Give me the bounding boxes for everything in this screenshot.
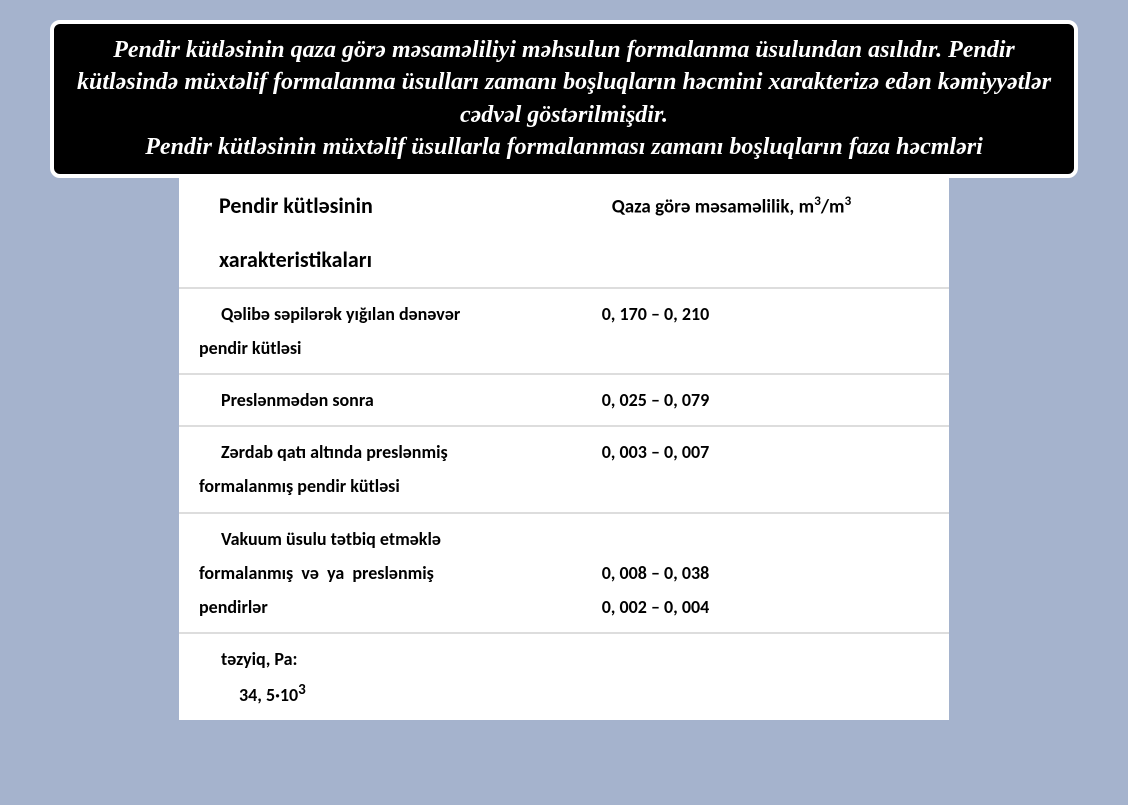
table-cell-left: Zərdab qatı altında preslənmişformalanmı… [179, 426, 572, 512]
table-cell-right: 0, 003 – 0, 007 [572, 426, 949, 512]
table-row: Preslənmədən sonra0, 025 – 0, 079 [179, 374, 949, 426]
table-cell-right: 0, 008 – 0, 0380, 002 – 0, 004 [572, 513, 949, 634]
table-header-right: Qaza görə məsaməlilik, m3/m3 [572, 178, 949, 288]
table-cell-right: 0, 025 – 0, 079 [572, 374, 949, 426]
table-header-left: Pendir kütləsinin xarakteristikaları [179, 178, 572, 288]
table-container: Pendir kütləsinin xarakteristikaları Qaz… [179, 178, 949, 721]
table-cell-right: 0, 170 – 0, 210 [572, 288, 949, 374]
data-table: Pendir kütləsinin xarakteristikaları Qaz… [179, 178, 949, 721]
table-row: Qəlibə səpilərək yığılan dənəvərpendir k… [179, 288, 949, 374]
table-cell-left: təzyiq, Pa:34, 5·103 [179, 633, 572, 720]
table-row: Zərdab qatı altında preslənmişformalanmı… [179, 426, 949, 512]
table-cell-left: Vakuum üsulu tətbiq etməkləformalanmış v… [179, 513, 572, 634]
table-cell-left: Preslənmədən sonra [179, 374, 572, 426]
table-cell-right [572, 633, 949, 720]
header-box: Pendir kütləsinin qaza görə məsaməliliyi… [50, 20, 1078, 178]
table-cell-left: Qəlibə səpilərək yığılan dənəvərpendir k… [179, 288, 572, 374]
table-row: təzyiq, Pa:34, 5·103 [179, 633, 949, 720]
table-row: Vakuum üsulu tətbiq etməkləformalanmış v… [179, 513, 949, 634]
table-header-row: Pendir kütləsinin xarakteristikaları Qaz… [179, 178, 949, 288]
header-text: Pendir kütləsinin qaza görə məsaməliliyi… [72, 34, 1056, 164]
